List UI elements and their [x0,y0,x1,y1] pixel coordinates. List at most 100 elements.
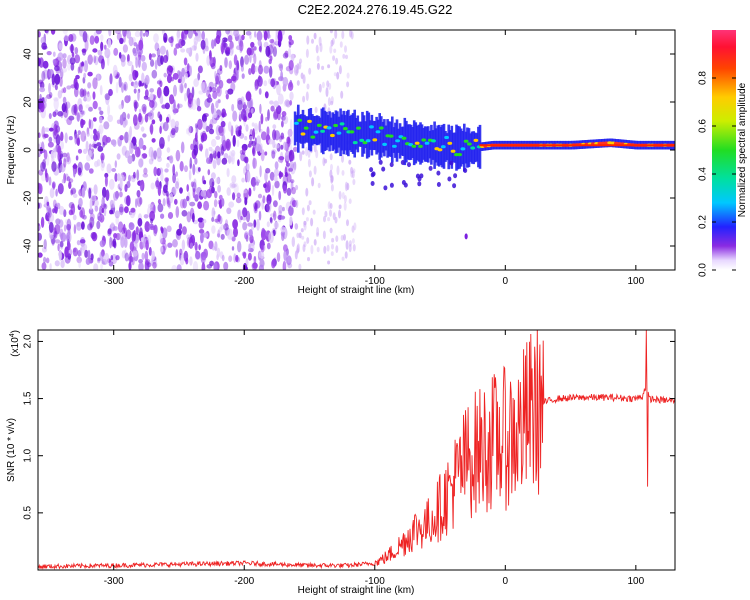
noise-cell [163,32,168,44]
noise-cell [119,177,123,190]
noise-cell [277,93,284,105]
noise-cell-sparse [343,195,347,203]
signal-band [458,126,461,169]
signal-band [353,109,356,158]
noise-cell-sparse [329,45,333,54]
noise-cell [109,178,115,190]
noise-cell [148,246,152,256]
noise-cell [127,155,133,165]
noise-cell [271,259,276,269]
noise-cell-sparse [326,244,330,252]
signal-core [343,127,348,131]
noise-cell [241,147,246,156]
noise-cell [284,99,290,107]
noise-cell [80,119,86,126]
noise-cell [189,256,193,266]
noise-cell [129,142,134,155]
noise-cell [115,255,120,261]
noise-cell-sparse [339,41,343,48]
noise-cell-sparse [326,80,330,88]
signal-core [437,148,443,152]
noise-cell [227,35,233,43]
noise-cell [206,189,212,199]
signal-band [356,115,360,153]
noise-cell-sparse [348,240,352,247]
noise-cell-sparse [327,260,331,265]
noise-cell [286,136,291,144]
noise-cell [232,192,236,201]
noise-cell [225,90,228,95]
signal-band [467,128,471,168]
noise-cell [227,155,232,164]
noise-cell-sparse [313,165,317,175]
noise-cell-sparse [300,72,304,80]
noise-cell [48,221,54,233]
noise-cell [175,177,180,188]
noise-cell [282,76,289,87]
noise-cell-sparse [305,187,309,197]
noise-cell [290,53,295,63]
noise-cell [278,170,282,180]
noise-cell [198,220,205,229]
noise-cell [159,114,163,122]
noise-cell-sparse [302,95,306,103]
noise-cell [281,115,286,121]
noise-cell [169,94,175,105]
noise-cell [272,129,277,141]
noise-cell-sparse [336,165,340,176]
noise-cell [229,151,232,158]
noise-cell [255,143,261,152]
signal-band [447,124,450,170]
noise-cell [244,231,249,240]
noise-cell [132,250,138,257]
noise-cell [197,72,201,81]
noise-cell [98,106,102,111]
noise-cell [228,121,232,132]
noise-cell [256,218,260,231]
noise-cell [92,117,97,122]
noise-cell [265,167,271,174]
noise-cell [151,53,156,58]
colorbar-tick-label: 0.4 [698,167,709,181]
noise-cell [173,99,176,110]
noise-cell [101,198,104,205]
noise-cell [167,134,171,142]
noise-cell [63,224,67,232]
noise-cell [114,160,118,168]
noise-cell [283,185,287,194]
noise-cell [85,94,92,102]
signal-band [376,119,380,153]
noise-cell [54,73,61,85]
noise-cell [89,198,93,211]
noise-cell [280,215,285,220]
noise-cell [264,91,269,99]
noise-cell [66,152,70,163]
noise-cell [173,84,177,97]
noise-cell-sparse [349,30,353,38]
signal-scatter [400,160,405,165]
noise-cell [79,88,85,98]
noise-cell [208,158,213,164]
noise-cell [258,88,262,95]
noise-cell [82,31,88,43]
snr-ylabel: SNR (10 * v/v) [6,418,17,482]
signal-core [369,125,374,129]
noise-cell [153,166,158,177]
signal-band [328,111,331,152]
noise-cell [62,96,67,105]
noise-cell-sparse [330,163,333,171]
noise-cell [263,65,270,74]
spectrogram-xtick-label: -300 [104,276,124,287]
noise-cell [289,91,294,101]
noise-cell [55,188,58,197]
noise-cell [60,232,67,242]
signal-core [431,139,436,143]
signal-band [300,114,303,144]
noise-cell [138,158,144,168]
noise-cell-sparse [330,184,334,192]
spectrogram-xlabel: Height of straight line (km) [298,285,415,296]
noise-cell [100,133,103,145]
noise-cell [99,85,103,96]
noise-cell [81,243,88,251]
noise-cell [149,110,154,120]
